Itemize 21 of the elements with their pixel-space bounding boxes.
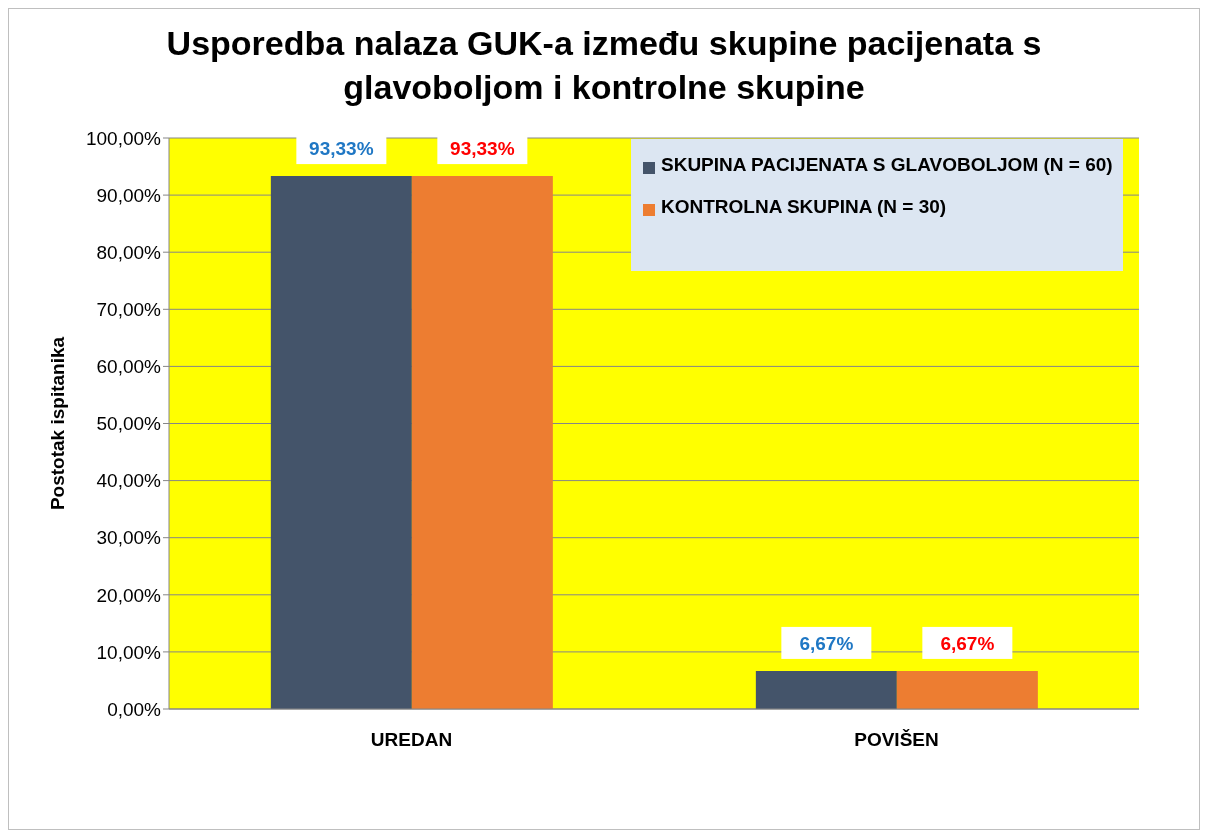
y-tick-label: 80,00%	[96, 241, 162, 263]
y-tick-label: 100,00%	[85, 127, 162, 149]
x-tick-label: POVIŠEN	[854, 729, 939, 751]
y-tick-label: 30,00%	[96, 527, 162, 549]
y-tick-label: 40,00%	[96, 470, 162, 492]
y-tick-label: 60,00%	[96, 356, 162, 378]
legend-label: KONTROLNA SKUPINA (N = 30)	[661, 195, 947, 219]
y-axis-title: Postotak ispitanika	[46, 336, 68, 511]
y-tick-label: 0,00%	[107, 698, 162, 720]
y-tick-label: 20,00%	[96, 584, 162, 606]
data-label: 6,67%	[799, 632, 854, 654]
chart-title: Usporedba nalaza GUK-a između skupine pacijenata s glavoboljom i kontrolne skupine	[165, 23, 1043, 108]
y-tick-label: 70,00%	[96, 299, 162, 321]
y-tick-label: 50,00%	[96, 413, 162, 435]
y-tick-label: 90,00%	[96, 184, 162, 206]
x-tick-label: UREDAN	[370, 729, 453, 751]
y-tick-label: 10,00%	[96, 641, 162, 663]
legend-label: SKUPINA PACIJENATA S GLAVOBOLJOM (N = 60)	[661, 153, 1113, 177]
data-label: 93,33%	[309, 138, 374, 160]
data-label: 6,67%	[940, 632, 995, 654]
data-label: 93,33%	[450, 138, 515, 160]
